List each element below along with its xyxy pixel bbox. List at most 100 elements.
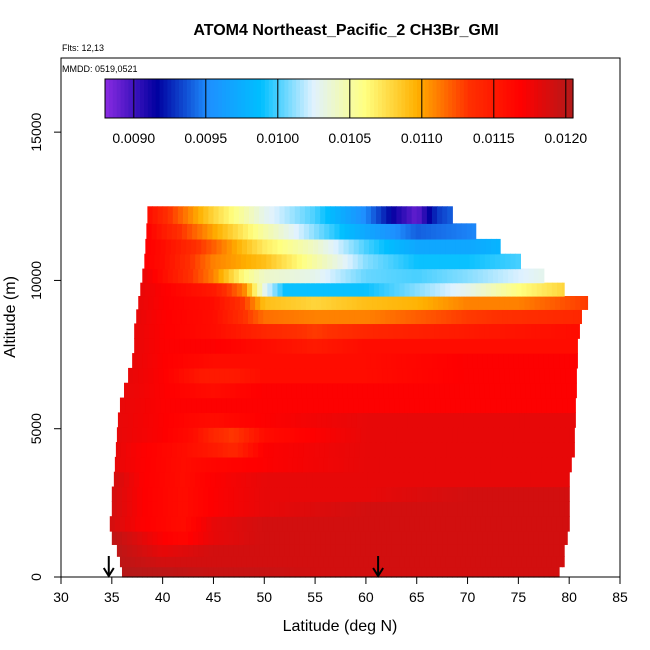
curtain-cell — [364, 309, 371, 325]
curtain-cell — [416, 501, 423, 517]
curtain-cell — [357, 382, 364, 399]
curtain-cell — [157, 566, 164, 578]
curtain-cell — [555, 471, 562, 488]
curtain-cell — [520, 471, 527, 488]
curtain-cell — [308, 442, 315, 458]
x-tick-label: 85 — [612, 589, 628, 605]
curtain-cell — [445, 397, 451, 414]
curtain-cell — [489, 338, 496, 354]
curtain-cell — [200, 382, 206, 399]
curtain-cell — [341, 367, 348, 384]
curtain-cell — [325, 544, 331, 557]
curtain-cell — [510, 253, 516, 270]
curtain-cell — [221, 282, 228, 297]
curtain-cell — [157, 501, 164, 517]
curtain-cell — [548, 427, 555, 443]
curtain-cell — [196, 282, 202, 297]
curtain-cell — [330, 206, 337, 224]
curtain-cell — [494, 323, 501, 339]
curtain-cell — [335, 486, 342, 502]
curtain-cell — [343, 556, 350, 568]
curtain-cell — [506, 516, 512, 532]
curtain-cell — [412, 367, 419, 384]
curtain-cell — [310, 427, 316, 443]
curtain-cell — [299, 531, 306, 545]
curtain-cell — [273, 223, 280, 240]
curtain-cell — [524, 367, 531, 384]
curtain-cell — [367, 323, 374, 339]
colorbar-swatch — [186, 79, 192, 118]
curtain-cell — [397, 412, 404, 428]
curtain-cell — [160, 397, 167, 414]
colorbar-swatch — [358, 79, 363, 118]
curtain-cell — [289, 427, 296, 443]
curtain-cell — [179, 471, 186, 488]
colorbar-swatch — [506, 79, 512, 118]
curtain-cell — [355, 501, 362, 517]
curtain-cell — [269, 206, 276, 224]
curtain-cell — [222, 223, 229, 240]
curtain-cell — [328, 556, 334, 568]
plot-frame — [60, 57, 621, 578]
curtain-cell — [134, 338, 140, 354]
curtain-cell — [242, 223, 249, 240]
curtain-cell — [140, 456, 146, 473]
curtain-cell — [292, 556, 299, 568]
colorbar-swatch — [233, 79, 239, 118]
curtain-cell — [382, 367, 388, 384]
curtain-cell — [182, 544, 189, 557]
curtain-cell — [184, 471, 191, 488]
curtain-cell — [288, 442, 295, 458]
colorbar-swatch — [319, 79, 324, 118]
curtain-cell — [209, 295, 216, 310]
curtain-cell — [177, 268, 184, 284]
colorbar-swatch — [471, 79, 477, 118]
curtain-cell — [154, 323, 161, 339]
curtain-cell — [241, 516, 248, 532]
curtain-cell — [287, 516, 294, 532]
curtain-cell — [416, 427, 423, 443]
curtain-cell — [376, 486, 382, 502]
curtain-cell — [370, 566, 377, 578]
curtain-cell — [167, 486, 174, 502]
curtain-cell — [335, 566, 342, 578]
curtain-cell — [559, 427, 565, 443]
curtain-cell — [193, 544, 199, 557]
curtain-cell — [335, 206, 342, 224]
curtain-cell — [240, 471, 247, 488]
curtain-cell — [296, 323, 303, 339]
curtain-cell — [370, 268, 377, 284]
curtain-cell — [547, 309, 554, 325]
curtain-cell — [315, 268, 321, 284]
curtain-cell — [245, 382, 252, 399]
colorbar-swatch — [389, 79, 395, 118]
curtain-cell — [437, 544, 443, 557]
curtain-cell — [120, 442, 127, 458]
curtain-cell — [277, 282, 284, 297]
colorbar-swatch — [366, 79, 371, 118]
curtain-cell — [409, 556, 416, 568]
curtain-cell — [352, 471, 359, 488]
curtain-cell — [530, 323, 537, 339]
curtain-cell — [523, 486, 530, 502]
curtain-cell — [358, 238, 365, 255]
curtain-cell — [510, 382, 516, 399]
curtain-cell — [164, 323, 171, 339]
curtain-cell — [456, 223, 463, 240]
curtain-cell — [233, 501, 240, 517]
curtain-cell — [568, 442, 574, 458]
curtain-cell — [204, 295, 210, 310]
curtain-cell — [225, 338, 232, 354]
curtain-cell — [233, 531, 240, 545]
curtain-cell — [312, 323, 318, 339]
curtain-cell — [386, 566, 392, 578]
curtain-cell — [248, 442, 254, 458]
curtain-cell — [223, 544, 230, 557]
curtain-cell — [416, 486, 423, 502]
curtain-cell — [223, 501, 230, 517]
curtain-cell — [264, 501, 270, 517]
curtain-cell — [482, 427, 489, 443]
curtain-cell — [176, 442, 183, 458]
curtain-cell — [423, 338, 430, 354]
curtain-cell — [477, 268, 484, 284]
